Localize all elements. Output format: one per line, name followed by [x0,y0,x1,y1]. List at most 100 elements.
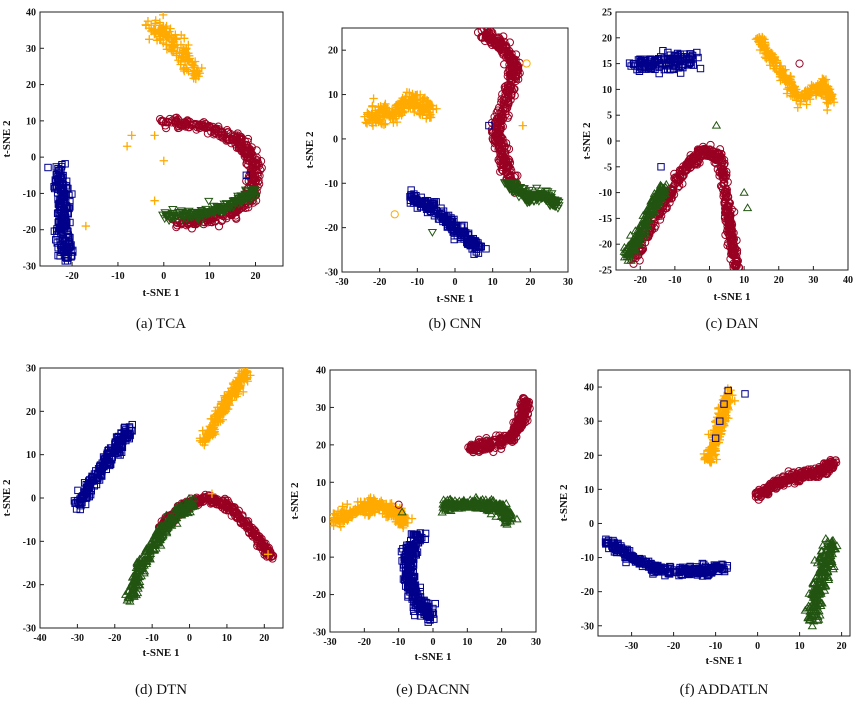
y-tick-label: 20 [602,33,612,44]
x-tick-label: -30 [335,277,348,288]
data-point [136,561,146,570]
outlier-point [390,210,399,219]
data-point [127,572,138,581]
x-tick-label: -20 [373,277,386,288]
data-point [646,55,654,64]
data-point [822,87,831,96]
x-tick-label: -10 [145,633,158,644]
data-point [170,514,180,523]
x-tick-label: -30 [71,633,84,644]
x-tick-label: 30 [531,637,541,648]
data-point [127,426,136,435]
y-tick-label: -10 [23,537,36,548]
data-point [489,439,498,448]
data-point [54,209,63,217]
data-point [175,507,185,516]
data-point [382,500,391,509]
data-point [407,514,417,523]
x-tick-label: -10 [111,271,124,282]
data-point [219,206,229,215]
data-point [213,495,222,504]
data-point [95,476,104,484]
data-point [220,391,229,400]
data-point [493,136,503,145]
data-point [467,237,476,245]
data-point [732,261,741,270]
x-tick-label: -10 [411,277,424,288]
data-point [425,108,434,117]
outlier-point [518,121,527,130]
x-tick-label: 20 [525,277,535,288]
outlier-point [122,142,132,151]
data-point [504,180,514,189]
y-tick-label: 10 [328,90,338,101]
data-point [70,497,79,505]
data-point [420,107,430,116]
data-point [53,239,61,247]
data-point [182,65,192,74]
data-point [503,68,512,77]
data-point [124,590,134,599]
data-point [496,436,505,445]
y-tick-label: 0 [31,153,36,164]
data-point [539,192,550,201]
data-point [410,107,419,117]
data-point [811,89,821,99]
data-point [770,55,779,64]
data-point [180,34,189,43]
data-point [426,101,435,111]
data-point [162,523,172,531]
y-tick-label: 40 [316,366,326,377]
data-point [672,57,680,66]
data-point [514,407,523,417]
data-point [153,27,163,36]
data-point [718,185,728,194]
data-point [168,209,178,218]
data-point [149,545,160,554]
data-point [58,216,66,224]
plot-frame [39,11,284,267]
data-point [59,234,67,243]
data-point [376,102,385,111]
data-point [776,64,785,73]
y-tick-label: -30 [23,624,36,635]
data-point [377,496,386,506]
data-point [679,60,687,68]
data-point [370,114,379,124]
data-point [234,201,244,209]
data-point [179,498,189,507]
data-layer [70,368,278,605]
data-point [219,200,229,209]
data-point [140,546,150,555]
data-point [205,433,214,442]
data-point [639,223,650,232]
data-point [170,41,179,50]
x-tick-label: 10 [205,271,215,282]
data-point [222,214,231,223]
data-point [503,162,513,171]
y-tick-label: -30 [325,268,338,279]
y-tick-label: 20 [328,46,338,57]
data-point [330,517,336,527]
data-point [501,89,510,99]
x-tick-label: 10 [739,275,749,286]
y-tick-label: 30 [26,364,36,375]
data-point [474,446,483,455]
data-point [500,142,510,151]
data-point [440,212,449,221]
data-point [242,152,252,161]
data-point [498,42,507,52]
series-class3 [473,28,524,197]
data-point [508,183,518,192]
data-point [237,197,247,206]
data-point [667,58,675,67]
y-tick-label: 0 [333,134,338,145]
data-point [644,210,654,219]
data-point [502,94,511,103]
data-point [244,517,253,526]
data-point [803,90,812,99]
